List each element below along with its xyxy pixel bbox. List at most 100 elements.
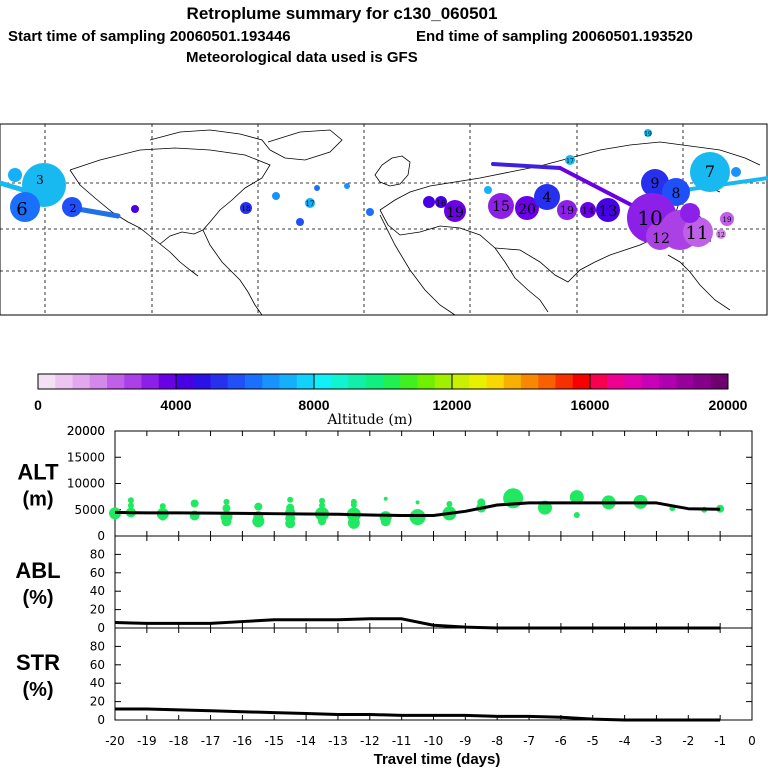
plume-circle [305, 198, 315, 208]
y-tick-label: 0 [97, 713, 105, 727]
altitude-point [415, 500, 420, 505]
colorbar-cells [38, 374, 729, 389]
age-label: 13 [598, 202, 617, 220]
plume-circle [366, 208, 374, 216]
altitude-point [221, 516, 232, 527]
age-label: 19 [644, 131, 652, 138]
colorbar-cell [262, 374, 280, 389]
age-label: 16 [436, 199, 446, 208]
start-time-label: Start time of sampling 20060501.193446 [8, 28, 291, 45]
colorbar-cell [55, 374, 73, 389]
age-label: 7 [705, 162, 715, 181]
y-tick-label: 20 [90, 695, 105, 709]
plume-circle [557, 200, 577, 220]
x-tick-label: -18 [169, 734, 189, 748]
colorbar-tick-label: 0 [34, 397, 42, 413]
y-tick-label: 60 [90, 566, 105, 580]
altitude-point [222, 504, 231, 513]
colorbar-cell [538, 374, 556, 389]
plume-circle [444, 200, 466, 222]
altitude-point [127, 497, 134, 504]
y-tick-label: 40 [90, 584, 105, 598]
panel-ylabel-unit: (%) [22, 587, 53, 609]
age-label: 3 [36, 173, 44, 187]
x-tick-label: -8 [491, 734, 503, 748]
colorbar-label: Altitude (m) [326, 412, 412, 428]
altitude-point [446, 500, 453, 507]
plume-circle [690, 152, 730, 192]
retroplume-map: 6 3 2 17 18 19 16 15 20 4 19 14 13 9 8 1… [0, 123, 768, 316]
colorbar-cell [38, 374, 56, 389]
colorbar-cell [158, 374, 177, 389]
colorbar-cell [348, 374, 367, 389]
x-tick-label: 0 [748, 734, 756, 748]
colorbar-cell [141, 374, 160, 389]
colorbar-cell [365, 374, 384, 389]
colorbar-cell [417, 374, 436, 389]
altitude-point [223, 498, 230, 505]
x-tick-label: -2 [682, 734, 694, 748]
age-label: 17 [566, 158, 574, 165]
x-tick-label: -16 [233, 734, 253, 748]
plume-circle [314, 185, 320, 191]
age-label: 10 [637, 206, 662, 230]
altitude-point [319, 497, 326, 504]
colorbar-tick-label: 16000 [571, 397, 610, 413]
panel-ylabel: STR [16, 650, 60, 675]
plume-circle [423, 196, 435, 208]
x-axis-title: Travel time (days) [374, 751, 501, 768]
colorbar-cell [434, 374, 453, 389]
colorbar-cell [676, 374, 694, 389]
x-tick-label: -13 [328, 734, 348, 748]
colorbar-cell [72, 374, 91, 389]
x-tick-label: -20 [105, 734, 125, 748]
altitude-point [190, 499, 199, 508]
plume-circle [731, 167, 741, 177]
altitude-point [350, 502, 357, 509]
x-tick-label: -7 [523, 734, 535, 748]
time-series-panels: 0500010000150002000020000ALT(m)020406080… [15, 424, 755, 748]
x-tick-label: -10 [424, 734, 444, 748]
age-label: 19 [723, 216, 732, 224]
y-tick-label: 0 [97, 621, 105, 635]
plume-circle [435, 196, 447, 208]
age-label: 19 [560, 204, 574, 217]
plume-circle [515, 196, 539, 220]
plume-circle [62, 197, 82, 217]
plume-circle [8, 168, 22, 182]
x-tick-label: -5 [587, 734, 599, 748]
y-tick-label: 80 [90, 639, 105, 653]
y-tick-label: 80 [90, 547, 105, 561]
plume-circle [683, 217, 713, 247]
colorbar-cell [693, 374, 712, 389]
x-tick-label: -19 [137, 734, 157, 748]
plume-circle [641, 169, 669, 197]
track-segment [491, 162, 562, 170]
altitude-colorbar: 0 4000 8000 12000 16000 20000 Altitude (m) [34, 373, 748, 428]
plume-circle [646, 222, 674, 250]
plume-circle [534, 184, 560, 210]
age-labels: 6 3 2 17 18 19 16 15 20 4 19 14 13 9 8 1… [16, 131, 731, 247]
age-label: 9 [651, 176, 660, 192]
colorbar-cell [227, 374, 246, 389]
colorbar-cell [124, 374, 142, 389]
age-label: 6 [16, 199, 27, 220]
colorbar-cell [486, 374, 505, 389]
figure-title: Retroplume summary for c130_060501 [187, 4, 498, 23]
colorbar-cell [400, 374, 418, 389]
x-tick-label: -6 [555, 734, 567, 748]
plume-circle [272, 192, 280, 200]
age-label: 19 [446, 205, 464, 221]
y-tick-label: 20000 [67, 424, 105, 438]
plume-circle [720, 212, 734, 226]
altitude-point [159, 514, 166, 521]
panel-frame [114, 430, 753, 537]
age-label: 4 [543, 190, 552, 206]
colorbar-cell [331, 374, 349, 389]
colorbar-cell [314, 374, 332, 389]
plume-circle [488, 193, 514, 219]
x-tick-label: -4 [619, 734, 631, 748]
y-tick-label: 15000 [67, 450, 105, 464]
